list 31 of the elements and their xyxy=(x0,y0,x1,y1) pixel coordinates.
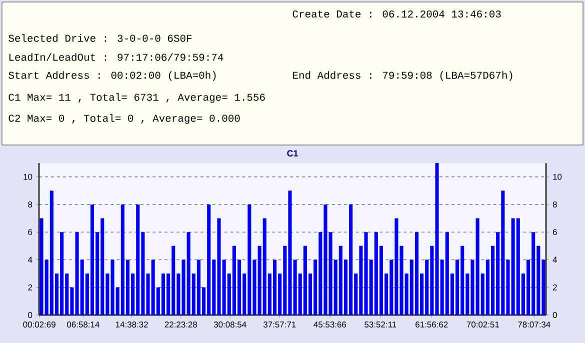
y-tick-label: 10 xyxy=(24,174,32,180)
y-tick-label: 0 xyxy=(28,312,32,318)
text: Create Date : 06.12.2004 13:46:03 xyxy=(292,10,501,18)
x-tick-label: 45:53:66 xyxy=(314,322,346,328)
x-tick-label: 61:56:62 xyxy=(416,322,448,328)
y-tick-label: 4 xyxy=(28,256,32,263)
text: C2 Max= 0 , Total= 0 , Average= 0.000 xyxy=(8,114,240,124)
y2-tick-label: 2 xyxy=(552,284,557,290)
x-tick-label: 06:58:14 xyxy=(67,322,100,328)
y2-tick-label: 0 xyxy=(552,312,557,318)
y-tick-label: 8 xyxy=(28,201,32,208)
y2-tick-label: 10 xyxy=(553,174,562,180)
chart-title: C1 xyxy=(287,150,298,157)
y2-tick-label: 6 xyxy=(552,229,557,236)
y2-tick-label: 4 xyxy=(552,256,558,263)
x-tick-label: 53:52:11 xyxy=(364,322,396,328)
text: C1 Max= 11 , Total= 6731 , Average= 1.556 xyxy=(8,93,265,103)
x-tick-label: 14:38:32 xyxy=(116,322,148,328)
text: End Address : 79:59:08 (LBA=57D67h) xyxy=(293,71,512,81)
y-tick-label: 2 xyxy=(28,284,32,290)
text: Start Address : 00:02:00 (LBA=0h) xyxy=(8,71,216,81)
y-tick-label: 6 xyxy=(28,229,32,236)
x-tick-label: 22:23:28 xyxy=(164,322,198,328)
y2-tick-label: 8 xyxy=(552,201,557,208)
x-tick-label: 00:02:69 xyxy=(23,322,56,328)
text: LeadIn/LeadOut : 97:17:06/79:59:74 xyxy=(9,53,224,61)
x-tick-label: 78:07:34 xyxy=(518,322,550,328)
x-tick-label: 70:02:51 xyxy=(466,322,499,328)
x-tick-label: 30:08:54 xyxy=(214,322,246,328)
x-tick-label: 37:57:71 xyxy=(263,322,296,328)
text: Selected Drive : 3-0-0-0 6S0F xyxy=(8,34,192,42)
